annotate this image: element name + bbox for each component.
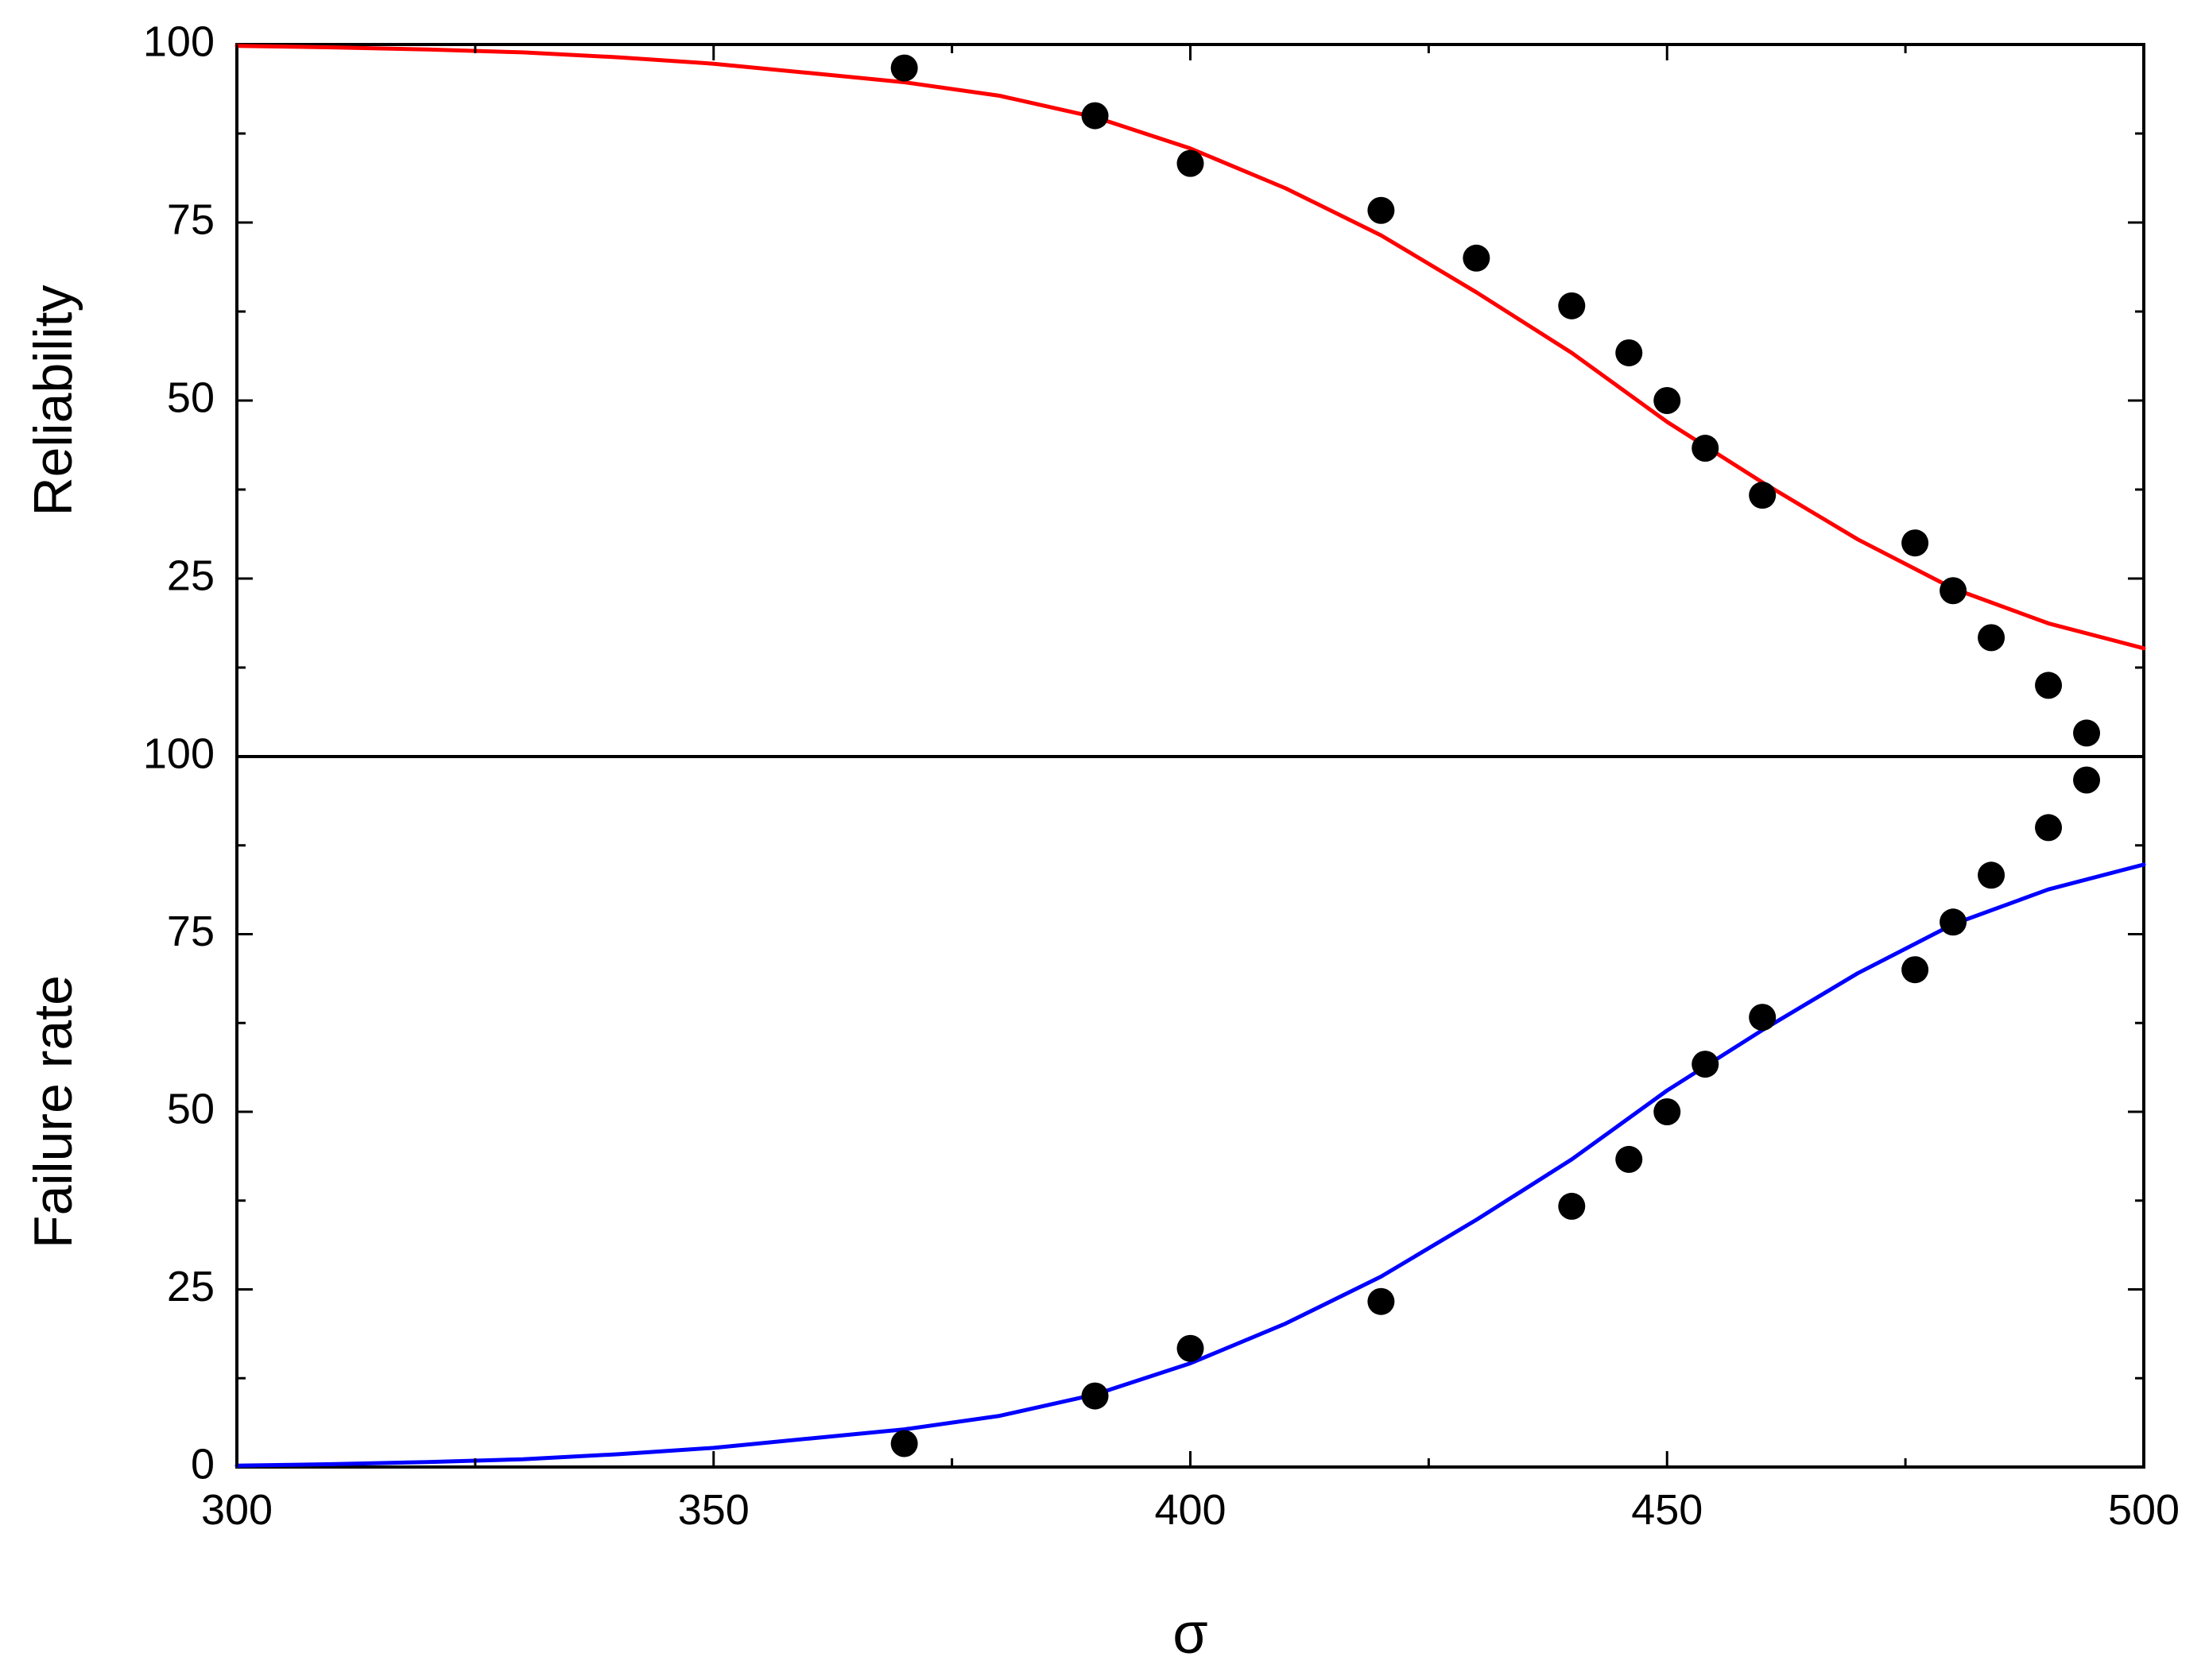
y-tick-label-bottom: 25 bbox=[167, 1263, 215, 1310]
data-point-bottom bbox=[2035, 814, 2063, 842]
data-point-bottom bbox=[1176, 1334, 1204, 1362]
data-point-top bbox=[1176, 149, 1204, 177]
data-point-bottom bbox=[1558, 1192, 1586, 1220]
data-point-top bbox=[1940, 577, 1967, 605]
fit-curve-bottom bbox=[234, 862, 2146, 1468]
data-point-top bbox=[1692, 435, 1719, 463]
data-point-bottom bbox=[1749, 1004, 1777, 1032]
y-tick-label-bottom: 50 bbox=[167, 1085, 215, 1132]
y-tick-label-bottom: 75 bbox=[167, 908, 215, 955]
data-point-top bbox=[1463, 244, 1490, 272]
data-point-bottom bbox=[1367, 1287, 1395, 1315]
data-point-bottom bbox=[1901, 956, 1929, 984]
data-point-top bbox=[1615, 339, 1643, 366]
data-point-bottom bbox=[1978, 861, 2005, 889]
data-point-bottom bbox=[1081, 1382, 1109, 1410]
data-point-top bbox=[2035, 672, 2063, 699]
data-point-bottom bbox=[1692, 1051, 1719, 1078]
data-point-bottom bbox=[2073, 766, 2101, 794]
y-tick-label-top: 50 bbox=[167, 374, 215, 421]
data-point-bottom bbox=[1615, 1145, 1643, 1173]
data-point-top bbox=[1901, 529, 1929, 557]
x-tick-label: 450 bbox=[1631, 1486, 1703, 1534]
data-point-bottom bbox=[1653, 1098, 1681, 1125]
x-tick-label: 350 bbox=[678, 1486, 750, 1534]
data-point-top bbox=[890, 54, 918, 82]
y-tick-label-top: 25 bbox=[167, 552, 215, 599]
x-tick-label: 300 bbox=[201, 1486, 273, 1534]
y-axis-label-bottom: Failure rate bbox=[23, 975, 83, 1248]
data-point-top bbox=[2073, 719, 2101, 747]
x-axis-label: σ bbox=[1172, 1602, 1207, 1666]
fit-curve-top bbox=[234, 44, 2146, 651]
y-axis-label-top: Reliability bbox=[23, 285, 83, 517]
data-point-top bbox=[1978, 624, 2005, 652]
y-tick-label-bottom: 0 bbox=[191, 1440, 215, 1488]
data-point-top bbox=[1367, 196, 1395, 224]
y-tick-label-top: 100 bbox=[143, 17, 215, 65]
data-point-top bbox=[1749, 482, 1777, 509]
y-tick-label-bottom: 100 bbox=[143, 730, 215, 777]
x-tick-label: 400 bbox=[1154, 1486, 1226, 1534]
data-point-bottom bbox=[890, 1430, 918, 1457]
data-point-bottom bbox=[1940, 908, 1967, 936]
x-tick-label: 500 bbox=[2108, 1486, 2180, 1534]
y-tick-label-top: 75 bbox=[167, 195, 215, 243]
data-point-top bbox=[1558, 292, 1586, 319]
data-point-top bbox=[1653, 387, 1681, 414]
data-point-top bbox=[1081, 102, 1109, 130]
